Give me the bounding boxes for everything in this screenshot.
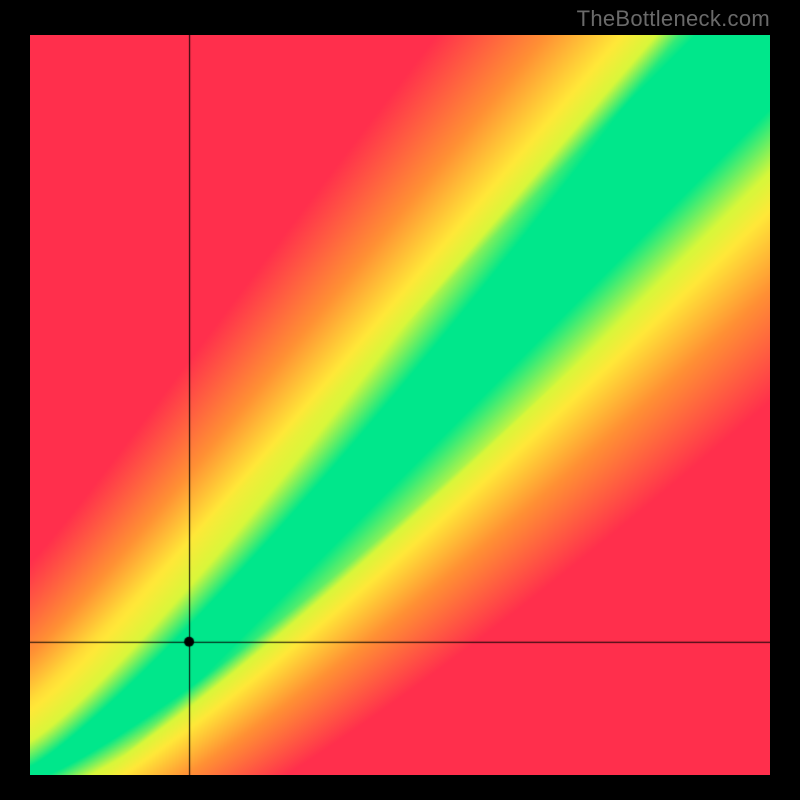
outer-frame <box>0 35 800 800</box>
heatmap-canvas <box>30 35 770 775</box>
attribution-label: TheBottleneck.com <box>577 6 770 32</box>
chart-container: TheBottleneck.com <box>0 0 800 800</box>
